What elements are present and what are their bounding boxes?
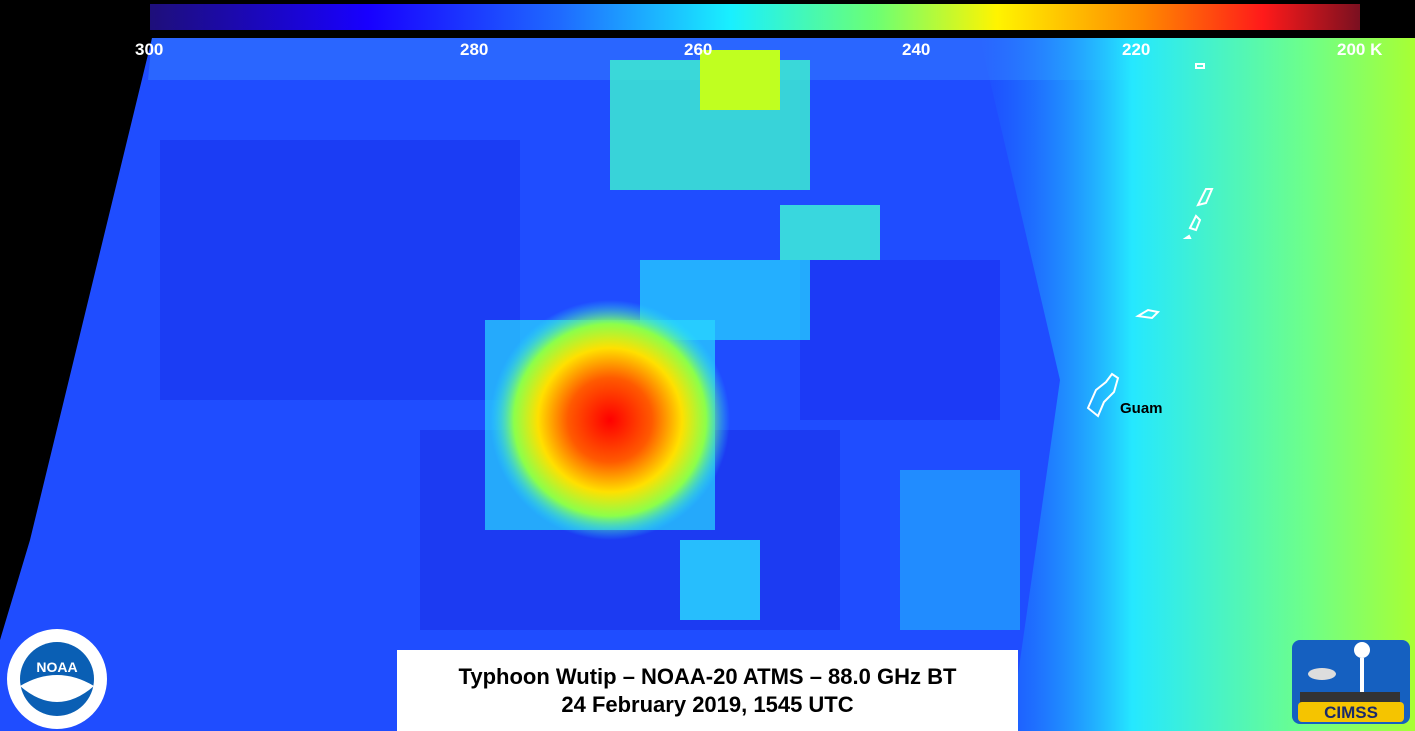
colorbar-tick-240: 240 (902, 40, 931, 59)
colorbar-tick-260: 260 (684, 40, 713, 59)
colorbar-tick-300: 300 (135, 40, 164, 59)
colorbar-tick-280: 280 (460, 40, 489, 59)
noaa-logo-text: NOAA (36, 659, 77, 675)
caption-title: Typhoon Wutip – NOAA-20 ATMS – 88.0 GHz … (458, 664, 957, 689)
image-caption: Typhoon Wutip – NOAA-20 ATMS – 88.0 GHz … (397, 650, 1018, 731)
cimss-logo-text: CIMSS (1324, 703, 1378, 722)
cimss-logo: CIMSS (1292, 640, 1410, 724)
colorbar-tick-200k: 200 K (1337, 40, 1383, 59)
caption-date: 24 February 2019, 1545 UTC (561, 692, 854, 717)
noaa-logo: NOAA (7, 629, 107, 729)
colorbar-tick-220: 220 (1122, 40, 1151, 59)
color-scale-bar (148, 2, 1362, 32)
guam-label: Guam (1120, 400, 1163, 417)
